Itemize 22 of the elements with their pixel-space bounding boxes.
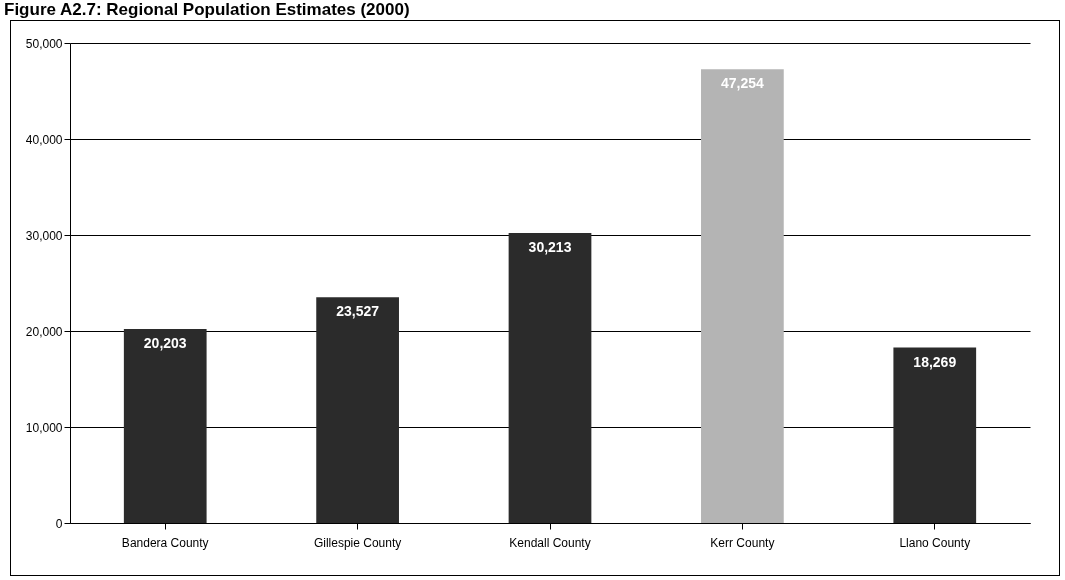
x-tick-label: Gillespie County	[313, 535, 402, 550]
y-tick-label: 30,000	[25, 228, 63, 243]
x-tick-label: Bandera County	[121, 535, 209, 550]
data-label: 47,254	[720, 75, 764, 92]
bar	[508, 232, 592, 523]
y-tick-label: 40,000	[25, 132, 63, 147]
chart-title: Figure A2.7: Regional Population Estimates (2000)	[4, 0, 410, 20]
bar	[701, 69, 784, 523]
y-tick-label: 50,000	[25, 36, 63, 51]
bar	[316, 297, 399, 523]
bar	[893, 347, 977, 523]
y-tick-label: 20,000	[25, 324, 63, 339]
y-tick-label: 0	[55, 516, 63, 531]
x-tick-label: Llano County	[899, 535, 971, 550]
data-label: 30,213	[528, 238, 572, 255]
data-label: 20,203	[143, 335, 187, 352]
y-tick-label: 10,000	[25, 420, 63, 435]
bar	[123, 329, 207, 523]
x-tick-label: Kerr County	[710, 535, 775, 550]
data-label: 23,527	[336, 303, 380, 320]
x-tick-label: Kendall County	[509, 535, 591, 550]
data-label: 18,269	[913, 353, 957, 370]
